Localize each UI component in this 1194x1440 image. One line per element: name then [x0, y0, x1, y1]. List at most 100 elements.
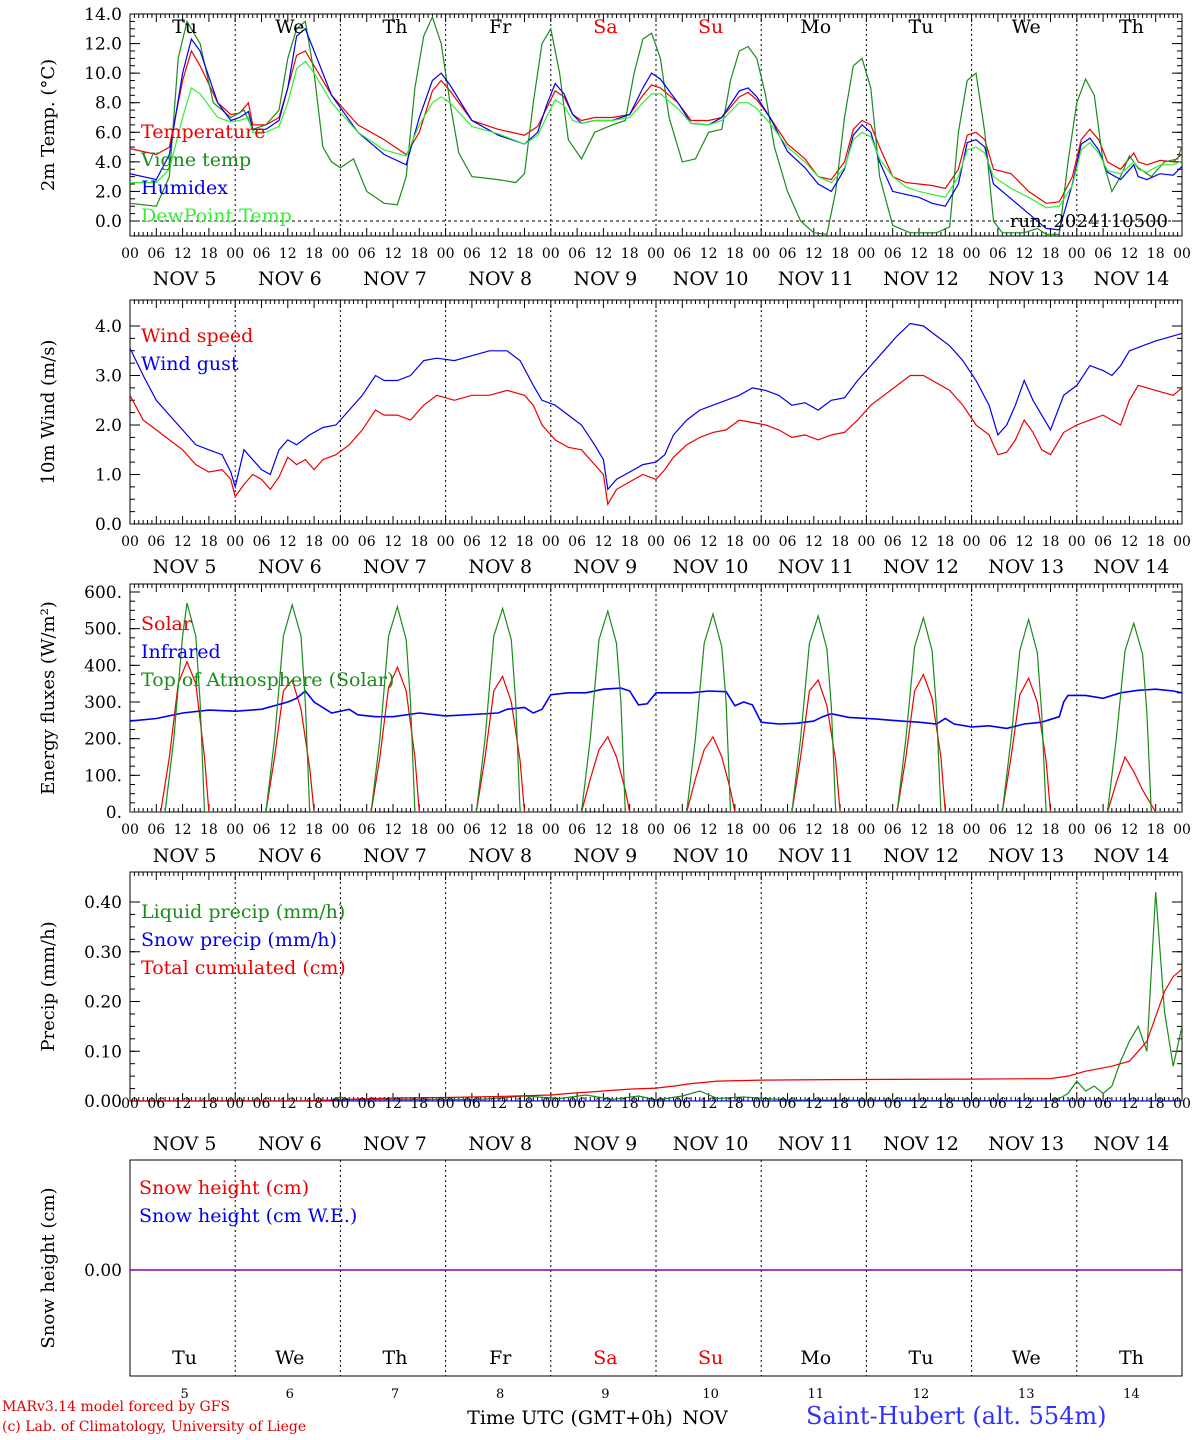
hour-tick-label: 18: [936, 1096, 954, 1112]
y-tick-label: 0.00: [84, 1261, 122, 1281]
hour-tick-label: 06: [253, 1096, 271, 1112]
hour-tick-label: 12: [594, 534, 612, 550]
date-label: NOV 14: [1093, 268, 1169, 290]
y-axis-label: 2m Temp. (°C): [38, 59, 59, 191]
date-label: NOV 11: [778, 268, 854, 290]
hour-tick-label: 06: [1094, 1096, 1112, 1112]
legend-total-cumulated-cm-: Total cumulated (cm): [141, 957, 346, 979]
hour-tick-label: 12: [805, 534, 823, 550]
y-tick-label: 2.0: [95, 416, 122, 436]
hour-tick-label: 12: [489, 1096, 507, 1112]
hour-tick-label: 12: [910, 246, 928, 262]
date-label: NOV 5: [153, 556, 217, 578]
y-tick-label: 200.: [84, 730, 122, 750]
hour-tick-label: 12: [910, 534, 928, 550]
hour-tick-label: 12: [489, 246, 507, 262]
hour-tick-label: 00: [1068, 246, 1086, 262]
y-tick-label: 4.0: [95, 153, 122, 173]
legend-top-of-atmosphere-solar-: Top of Atmosphere (Solar): [141, 669, 394, 691]
hour-tick-label: 12: [384, 822, 402, 838]
date-label: NOV 12: [883, 1133, 959, 1155]
hour-tick-label: 12: [174, 1096, 192, 1112]
hour-tick-label: 00: [963, 822, 981, 838]
hour-tick-label: 18: [516, 1096, 534, 1112]
hour-tick-label: 00: [331, 534, 349, 550]
hour-tick-label: 18: [516, 822, 534, 838]
hour-tick-label: 12: [700, 1096, 718, 1112]
hour-tick-label: 00: [857, 534, 875, 550]
hour-tick-label: 12: [279, 534, 297, 550]
hour-tick-label: 12: [594, 1096, 612, 1112]
hour-tick-label: 12: [1015, 534, 1033, 550]
hour-tick-label: 06: [989, 534, 1007, 550]
hour-tick-label: 00: [226, 822, 244, 838]
hour-tick-label: 12: [384, 1096, 402, 1112]
date-label: NOV 13: [988, 556, 1064, 578]
hour-tick-label: 00: [647, 822, 665, 838]
hour-tick-label: 12: [1015, 822, 1033, 838]
y-tick-label: 0.0: [95, 515, 122, 535]
y-tick-label: 300.: [84, 693, 122, 713]
hour-tick-label: 00: [121, 534, 139, 550]
date-label: NOV 13: [988, 845, 1064, 867]
legend-snow-precip-mm-h-: Snow precip (mm/h): [141, 929, 337, 951]
hour-tick-label: 00: [121, 822, 139, 838]
hour-tick-label: 06: [147, 822, 165, 838]
hour-tick-label: 06: [358, 822, 376, 838]
legend-liquid-precip-mm-h-: Liquid precip (mm/h): [141, 901, 345, 923]
legend-wind-speed: Wind speed: [141, 325, 253, 347]
run-label: run: 2024110500: [1010, 211, 1168, 232]
hour-tick-label: 06: [358, 1096, 376, 1112]
hour-tick-label: 18: [1147, 534, 1165, 550]
y-tick-label: 0.00: [84, 1092, 122, 1112]
hour-tick-label: 18: [621, 246, 639, 262]
weekday-label: We: [275, 16, 304, 38]
weekday-label: Sa: [593, 16, 617, 38]
hour-tick-label: 06: [358, 246, 376, 262]
hour-tick-label: 00: [437, 822, 455, 838]
series-line-liquid-precip-mm-h-: [130, 891, 1182, 1101]
hour-tick-label: 00: [647, 246, 665, 262]
hour-tick-label: 12: [910, 1096, 928, 1112]
hour-tick-label: 18: [200, 534, 218, 550]
hour-tick-label: 06: [253, 246, 271, 262]
hour-tick-label: 18: [410, 534, 428, 550]
weekday-label: We: [1012, 1347, 1041, 1369]
hour-tick-label: 06: [358, 534, 376, 550]
date-label: NOV 9: [574, 556, 638, 578]
hour-tick-label: 06: [147, 246, 165, 262]
hour-tick-label: 00: [331, 246, 349, 262]
date-label: NOV 9: [574, 845, 638, 867]
hour-tick-label: 00: [1068, 822, 1086, 838]
hour-tick-label: 18: [1147, 822, 1165, 838]
lab-credit: (c) Lab. of Climatology, University of L…: [2, 1419, 307, 1435]
hour-tick-label: 18: [1042, 822, 1060, 838]
hour-tick-label: 00: [647, 1096, 665, 1112]
legend-temperature: Temperature: [141, 121, 265, 143]
date-label: NOV 14: [1093, 845, 1169, 867]
hour-tick-label: 00: [542, 1096, 560, 1112]
weekday-label: We: [1012, 16, 1041, 38]
hour-tick-label: 00: [121, 1096, 139, 1112]
weekday-label: Tu: [909, 16, 934, 38]
hour-tick-label: 12: [700, 246, 718, 262]
weekday-label: Su: [698, 1347, 723, 1369]
series-line-vigne-temp: [130, 15, 1182, 235]
date-label: NOV 6: [258, 1133, 322, 1155]
hour-tick-label: 06: [884, 822, 902, 838]
date-label: NOV 8: [468, 556, 532, 578]
hour-tick-label: 12: [279, 246, 297, 262]
date-label: NOV 11: [778, 845, 854, 867]
date-label: NOV 7: [363, 845, 427, 867]
hour-tick-label: 06: [779, 822, 797, 838]
hour-tick-label: 06: [463, 246, 481, 262]
hour-tick-label: 18: [1042, 246, 1060, 262]
hour-tick-label: 00: [1068, 534, 1086, 550]
y-tick-label: 4.0: [95, 317, 122, 337]
y-tick-label: 0.30: [84, 943, 122, 963]
hour-tick-label: 00: [226, 246, 244, 262]
y-tick-label: 1.0: [95, 466, 122, 486]
hour-tick-label: 12: [384, 246, 402, 262]
y-tick-label: 12.0: [84, 35, 122, 55]
hour-tick-label: 00: [542, 822, 560, 838]
